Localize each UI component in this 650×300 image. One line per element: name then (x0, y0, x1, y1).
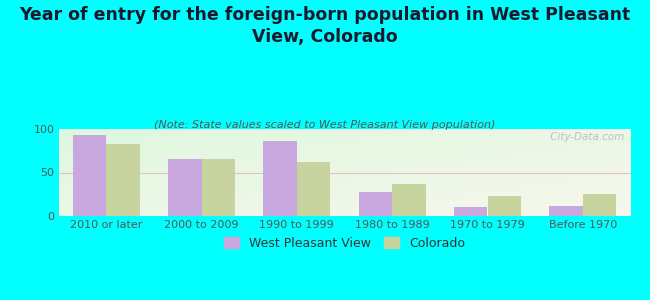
Bar (297, 162, 330, 216)
Text: (Note: State values scaled to West Pleasant View population): (Note: State values scaled to West Pleas… (154, 120, 496, 130)
Bar (202, 160, 235, 216)
Bar (488, 196, 521, 216)
Bar (549, 206, 583, 216)
Bar (263, 141, 297, 216)
Bar (73, 135, 106, 216)
Legend: West Pleasant View, Colorado: West Pleasant View, Colorado (219, 232, 470, 255)
Bar (359, 192, 392, 216)
Bar (583, 194, 616, 216)
Bar (392, 184, 426, 216)
Bar (168, 160, 202, 216)
Text: Year of entry for the foreign-born population in West Pleasant
View, Colorado: Year of entry for the foreign-born popul… (20, 6, 630, 46)
Bar (454, 207, 488, 216)
Text: City-Data.com: City-Data.com (547, 132, 625, 142)
Bar (106, 144, 140, 216)
